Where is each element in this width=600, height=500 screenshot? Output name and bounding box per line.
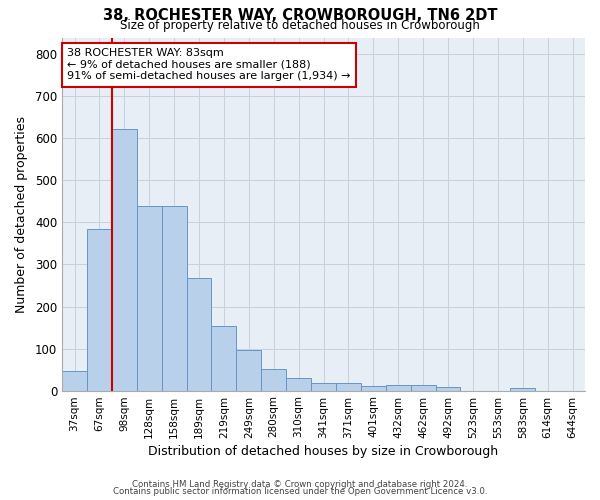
Bar xyxy=(161,206,187,390)
Text: Size of property relative to detached houses in Crowborough: Size of property relative to detached ho… xyxy=(120,19,480,32)
Bar xyxy=(187,278,211,390)
Text: 38 ROCHESTER WAY: 83sqm
← 9% of detached houses are smaller (188)
91% of semi-de: 38 ROCHESTER WAY: 83sqm ← 9% of detached… xyxy=(67,48,351,82)
Bar xyxy=(261,368,286,390)
Text: Contains HM Land Registry data © Crown copyright and database right 2024.: Contains HM Land Registry data © Crown c… xyxy=(132,480,468,489)
Y-axis label: Number of detached properties: Number of detached properties xyxy=(15,116,28,312)
Bar xyxy=(211,326,236,390)
Bar xyxy=(510,388,535,390)
Bar xyxy=(410,385,436,390)
Bar xyxy=(62,371,87,390)
Bar xyxy=(361,386,386,390)
Bar xyxy=(286,378,311,390)
Bar xyxy=(236,350,261,391)
Bar xyxy=(137,206,161,390)
Bar xyxy=(311,384,336,390)
X-axis label: Distribution of detached houses by size in Crowborough: Distribution of detached houses by size … xyxy=(148,444,499,458)
Bar xyxy=(336,384,361,390)
Bar xyxy=(386,385,410,390)
Text: Contains public sector information licensed under the Open Government Licence v3: Contains public sector information licen… xyxy=(113,487,487,496)
Bar xyxy=(436,387,460,390)
Bar xyxy=(112,128,137,390)
Bar xyxy=(87,228,112,390)
Text: 38, ROCHESTER WAY, CROWBOROUGH, TN6 2DT: 38, ROCHESTER WAY, CROWBOROUGH, TN6 2DT xyxy=(103,8,497,22)
